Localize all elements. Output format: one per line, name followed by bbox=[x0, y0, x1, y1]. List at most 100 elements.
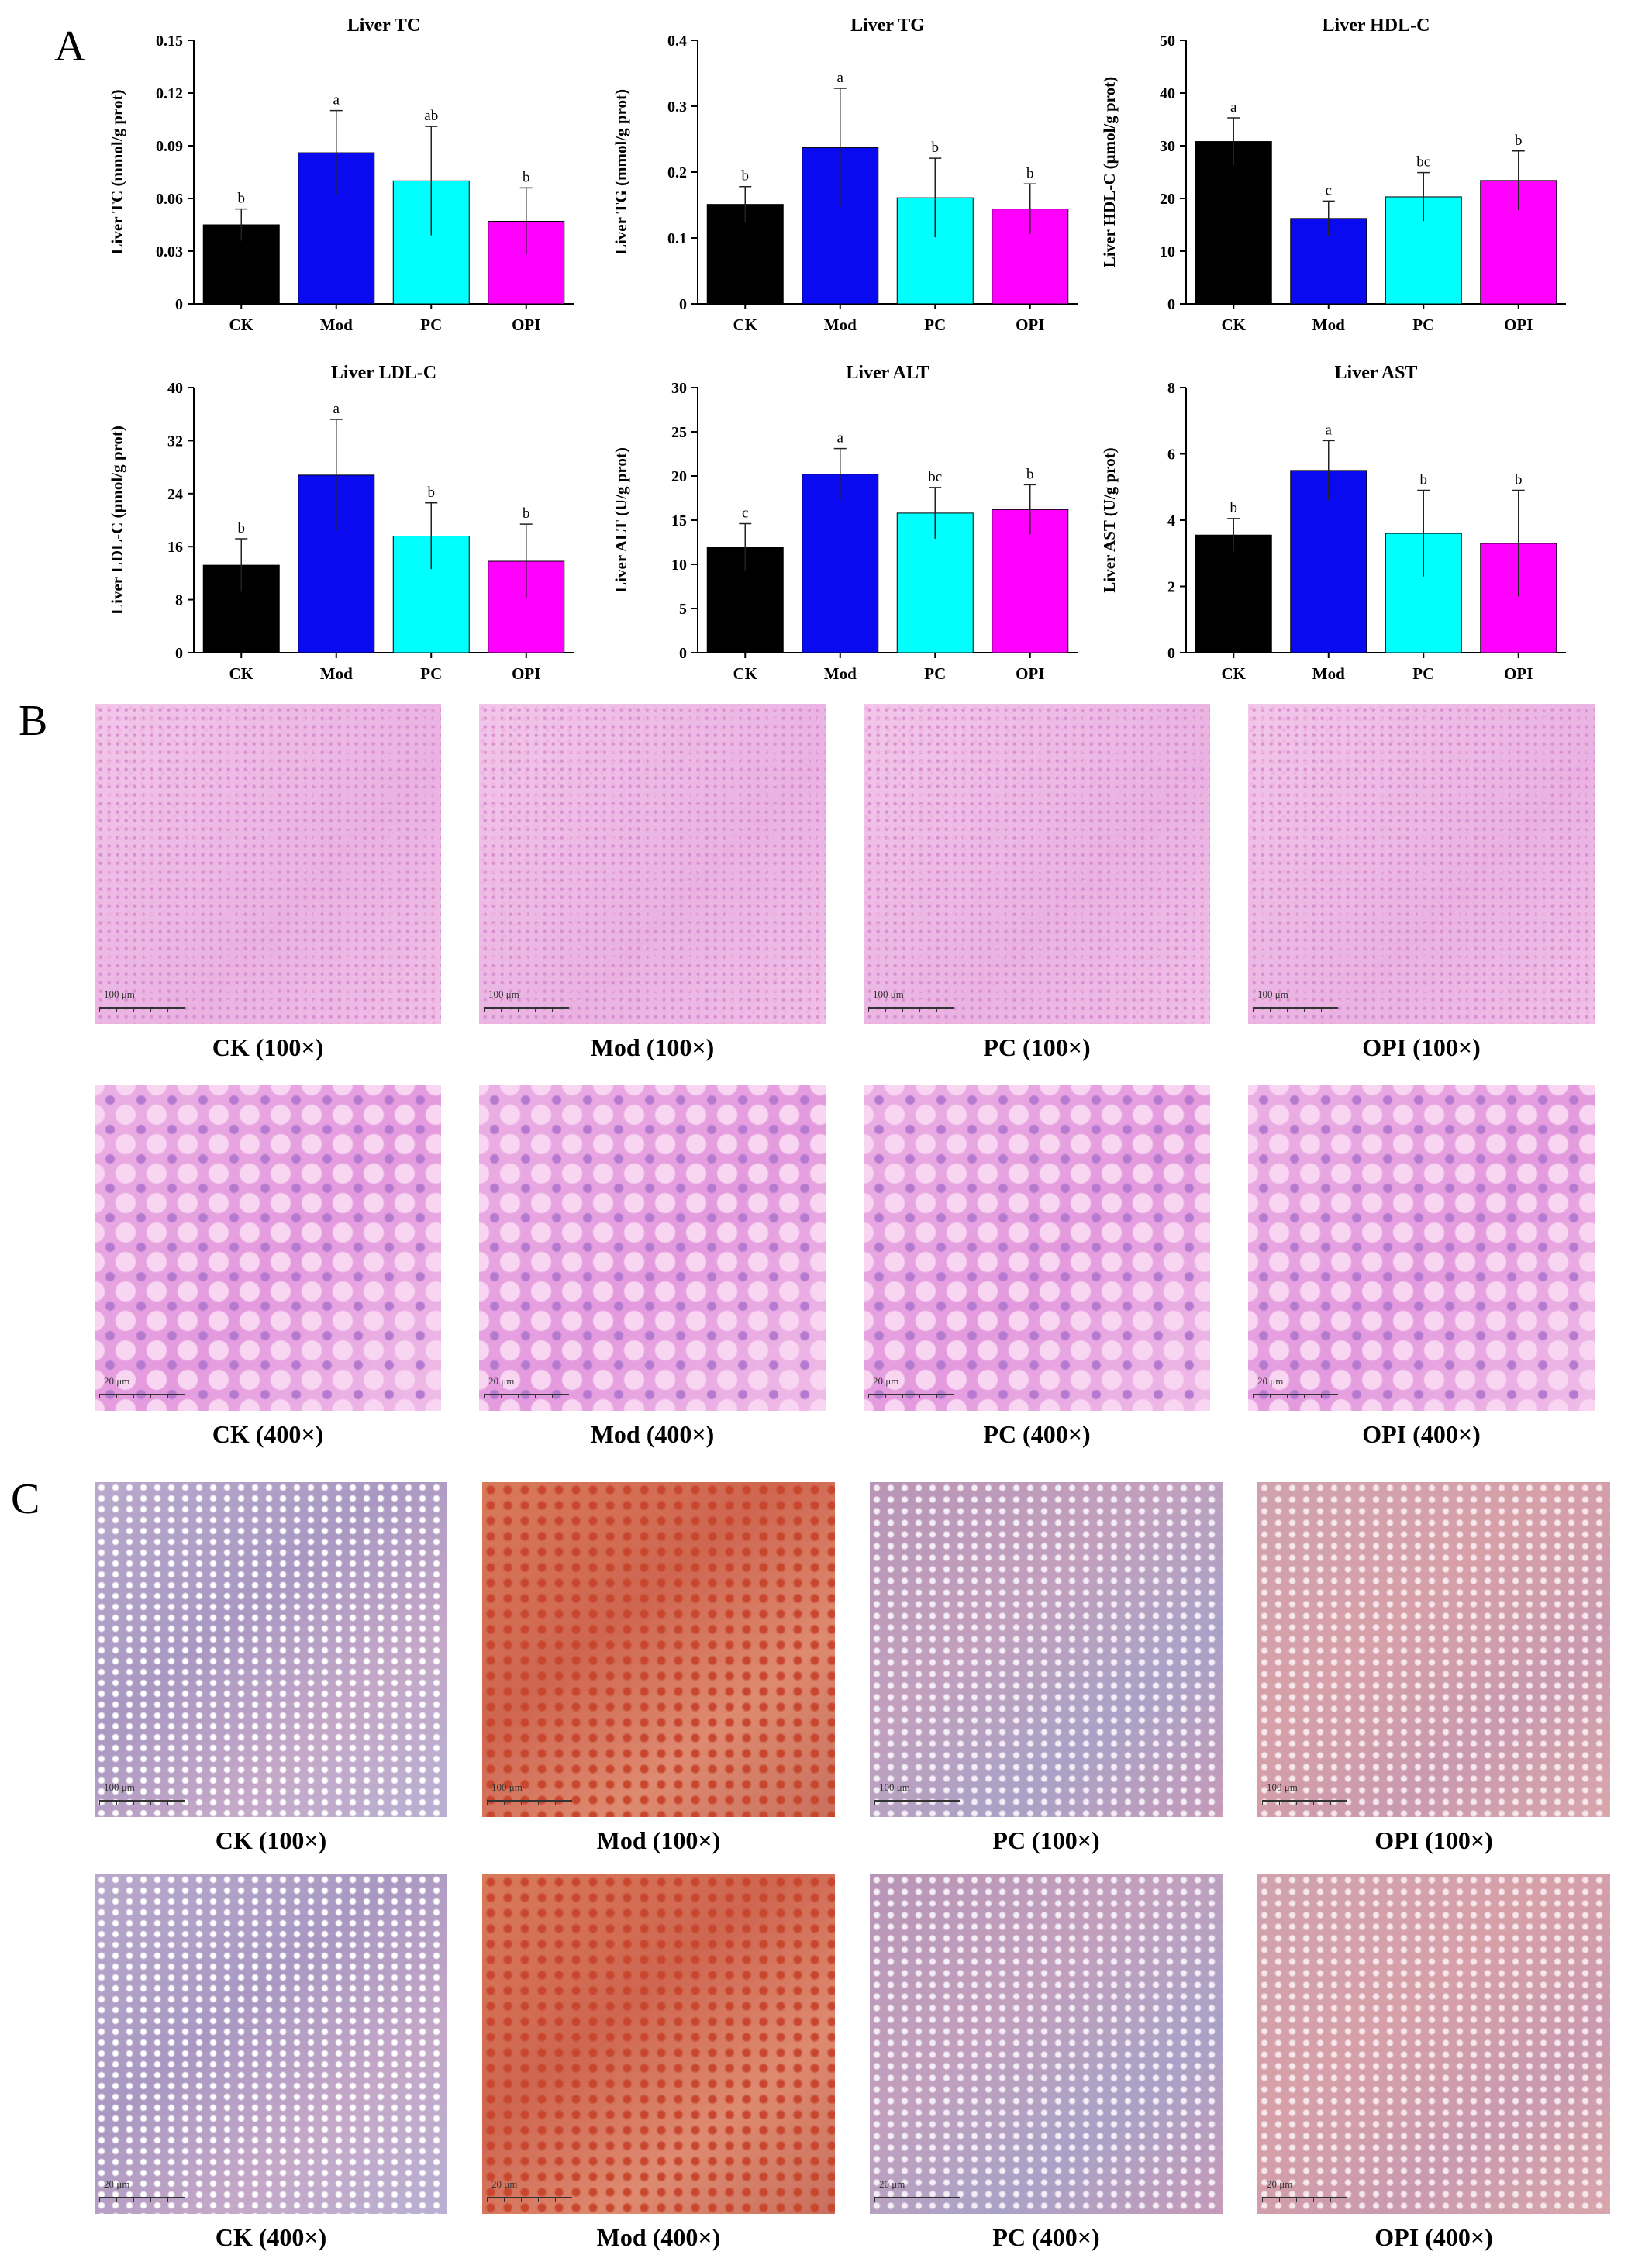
chart-3: Liver HDL-C 0 10 20 30 40 50 Liver HDL-C (μmol/… bbox=[1100, 16, 1566, 334]
bar-ck bbox=[1195, 534, 1272, 653]
x-tick-label: PC bbox=[924, 664, 946, 683]
scale-bar-label: 100 μm bbox=[104, 988, 135, 1000]
significance-letter: a bbox=[1230, 99, 1237, 116]
micrograph-opi-high: 20 μm bbox=[1248, 1085, 1595, 1411]
scale-bar: 100 μm bbox=[1253, 988, 1338, 1016]
scale-bar: 100 μm bbox=[487, 1781, 572, 1809]
x-tick-label: CK bbox=[1222, 315, 1247, 334]
y-tick-label: 30 bbox=[1160, 138, 1175, 155]
y-tick-label: 0 bbox=[175, 296, 183, 313]
bar-mod bbox=[1290, 470, 1367, 653]
significance-letter: a bbox=[333, 92, 340, 109]
x-tick-label: OPI bbox=[512, 664, 540, 683]
scale-bar: 100 μm bbox=[1262, 1781, 1347, 1809]
bar-opi bbox=[488, 220, 565, 305]
y-tick-label: 32 bbox=[167, 433, 183, 450]
significance-letter: b bbox=[523, 505, 530, 522]
micrograph-mod-high: 20 μm bbox=[479, 1085, 826, 1411]
micrograph-opi-high: 20 μm bbox=[1257, 1874, 1610, 2214]
significance-letter: b bbox=[932, 140, 940, 156]
x-tick-label: PC bbox=[1412, 315, 1434, 334]
chart-title: Liver TC bbox=[347, 16, 420, 36]
x-tick-label: CK bbox=[1222, 664, 1247, 683]
scale-bar: 20 μm bbox=[1253, 1375, 1338, 1403]
significance-letter: ab bbox=[424, 108, 438, 124]
scale-bar: 20 μm bbox=[874, 2178, 960, 2206]
scale-bar-label: 20 μm bbox=[104, 2178, 130, 2190]
x-tick-label: Mod bbox=[824, 315, 857, 334]
y-tick-label: 0 bbox=[1167, 645, 1175, 662]
significance-letter: b bbox=[238, 191, 246, 207]
x-tick-label: PC bbox=[420, 664, 442, 683]
significance-letter: b bbox=[238, 520, 246, 536]
y-tick-label: 0.2 bbox=[667, 164, 687, 181]
scale-bar-label: 100 μm bbox=[488, 988, 519, 1000]
y-tick-label: 40 bbox=[1160, 85, 1175, 102]
micrograph-caption: Mod (400×) bbox=[596, 2223, 721, 2251]
micrograph-caption: CK (400×) bbox=[215, 2223, 327, 2251]
y-tick-label: 6 bbox=[1167, 447, 1175, 464]
micrograph-caption: CK (400×) bbox=[212, 1420, 324, 1448]
scale-bar-label: 20 μm bbox=[879, 2178, 905, 2190]
chart-2: Liver TG 0 0.1 0.2 0.3 0.4 Liver TG (mmol/g pr… bbox=[612, 16, 1078, 334]
scale-bar-label: 20 μm bbox=[488, 1375, 515, 1387]
y-axis-label: Liver TC (mmol/g prot) bbox=[108, 90, 126, 255]
scale-bar-label: 100 μm bbox=[1267, 1781, 1298, 1793]
y-tick-label: 8 bbox=[175, 592, 183, 609]
x-tick-label: OPI bbox=[1016, 315, 1044, 334]
x-tick-label: Mod bbox=[824, 664, 857, 683]
bar-mod bbox=[802, 474, 879, 653]
significance-letter: a bbox=[333, 401, 340, 417]
scale-bar: 100 μm bbox=[99, 988, 185, 1016]
scale-bar-label: 100 μm bbox=[879, 1781, 910, 1793]
scale-bar-label: 20 μm bbox=[491, 2178, 518, 2190]
micrograph-mod-low: 100 μm bbox=[479, 704, 826, 1024]
micrograph-caption: PC (100×) bbox=[992, 1826, 1100, 1854]
micrograph-ck-low: 100 μm bbox=[95, 1482, 447, 1817]
significance-letter: b bbox=[1420, 472, 1428, 488]
micrograph-opi-low: 100 μm bbox=[1257, 1482, 1610, 1817]
scale-bar: 20 μm bbox=[484, 1375, 569, 1403]
significance-letter: b bbox=[742, 168, 750, 184]
significance-letter: c bbox=[1326, 182, 1332, 198]
micrograph-mod-low: 100 μm bbox=[482, 1482, 835, 1817]
y-tick-label: 2 bbox=[1167, 579, 1175, 596]
scale-bar-label: 100 μm bbox=[104, 1781, 135, 1793]
y-tick-label: 0 bbox=[1167, 296, 1175, 313]
y-tick-label: 0.3 bbox=[667, 98, 687, 116]
y-axis-label: Liver AST (U/g prot) bbox=[1100, 447, 1119, 592]
y-tick-label: 24 bbox=[167, 486, 183, 503]
y-axis-label: Liver LDL-C (μmol/g prot) bbox=[108, 426, 126, 615]
y-tick-label: 0.1 bbox=[667, 230, 687, 247]
micrograph-mod-high: 20 μm bbox=[482, 1874, 835, 2214]
x-tick-label: OPI bbox=[1016, 664, 1044, 683]
x-tick-label: Mod bbox=[320, 664, 353, 683]
scale-bar: 20 μm bbox=[99, 2178, 185, 2206]
y-tick-label: 15 bbox=[671, 512, 687, 529]
significance-letter: c bbox=[742, 505, 748, 522]
micrograph-caption: OPI (100×) bbox=[1374, 1826, 1493, 1854]
micrograph-caption: OPI (400×) bbox=[1362, 1420, 1481, 1448]
scale-bar: 20 μm bbox=[99, 1375, 185, 1403]
y-tick-label: 50 bbox=[1160, 33, 1175, 50]
micrograph-opi-low: 100 μm bbox=[1248, 704, 1595, 1024]
micrograph-caption: OPI (400×) bbox=[1374, 2223, 1493, 2251]
micrograph-pc-low: 100 μm bbox=[870, 1482, 1223, 1817]
y-tick-label: 10 bbox=[671, 557, 687, 574]
x-tick-label: PC bbox=[924, 315, 946, 334]
y-tick-label: 20 bbox=[1160, 191, 1175, 208]
y-tick-label: 20 bbox=[671, 468, 687, 485]
chart-6: Liver AST 0 2 4 6 8 Liver AST (U/g prot) b CK a Mo… bbox=[1100, 363, 1566, 683]
chart-1: Liver TC 0 0.03 0.06 0.09 0.12 0.15 Liver TC (m… bbox=[108, 16, 574, 334]
chart-title: Liver ALT bbox=[846, 363, 929, 383]
y-tick-label: 10 bbox=[1160, 243, 1175, 260]
scale-bar-label: 20 μm bbox=[873, 1375, 899, 1387]
scale-bar-label: 20 μm bbox=[104, 1375, 130, 1387]
micrograph-caption: PC (400×) bbox=[983, 1420, 1091, 1448]
scale-bar-label: 20 μm bbox=[1267, 2178, 1293, 2190]
scale-bar-label: 20 μm bbox=[1257, 1375, 1284, 1387]
x-tick-label: PC bbox=[420, 315, 442, 334]
chart-title: Liver AST bbox=[1335, 363, 1418, 383]
significance-letter: b bbox=[1230, 500, 1238, 516]
y-tick-label: 0 bbox=[175, 645, 183, 662]
